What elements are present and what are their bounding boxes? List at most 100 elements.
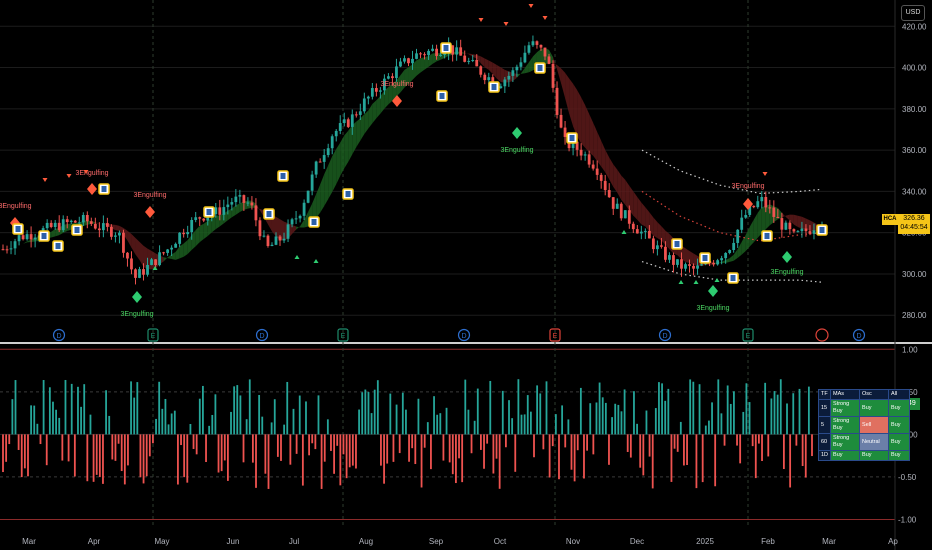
candle-body [672,255,675,265]
ribbon-segment [324,165,329,207]
candle-body [222,207,226,215]
candle-body [784,222,788,230]
candle-body [206,216,210,221]
bull-signal-label: 3Engulfing [500,147,533,154]
candle-body [387,76,390,79]
osc-bar [336,434,339,446]
osc-bar [42,380,45,435]
currency-button[interactable]: USD [901,5,925,21]
osc-bar [173,410,176,435]
ribbon-segment [625,179,630,211]
ribbon-segment [621,175,626,205]
candle-body [599,174,603,181]
osc-bar [548,434,551,478]
osc-bar [52,401,54,435]
candle-body [354,114,358,116]
time-tick-label: May [154,537,169,546]
ribbon-segment [51,228,56,238]
osc-bar [2,434,4,473]
time-tick-label: Ap [888,537,898,546]
candle-body [13,241,17,249]
candle-body [655,245,659,250]
osc-bar [739,434,742,464]
candle-body [487,77,491,81]
bull-triangle [714,278,720,282]
ribbon-segment [761,205,766,234]
osc-bar [208,425,211,435]
candle-body [198,217,202,219]
osc-bar [414,434,417,465]
osc-bar [367,392,370,435]
ribbon-segment [633,191,638,220]
osc-bar [214,394,217,435]
candle-body [443,52,447,55]
osc-bar [698,384,701,435]
candle-body [431,48,434,51]
candle-body [780,218,784,230]
candle-body [322,155,326,162]
osc-bar [330,434,332,451]
ribbon-segment [239,201,244,212]
osc-bar [270,422,273,435]
candle-body [234,196,238,203]
osc-bar [417,398,420,435]
candle-body [776,216,780,219]
osc-bar [317,395,320,435]
ribbon-segment [488,60,493,74]
candle-body [126,252,129,259]
candle-body [583,154,587,156]
bear-triangle [66,174,72,178]
osc-tick-label: -1.00 [898,515,917,524]
axes: 420.00400.00380.00360.00340.00320.00300.… [22,22,927,546]
candle-body [366,96,370,99]
candle-body [647,230,651,239]
osc-bar [486,434,489,444]
candle-body [619,203,623,219]
candle-body [748,205,752,215]
osc-bar [714,434,717,487]
ribbon-segment [617,169,622,200]
dividend-marker [457,328,471,342]
candle-body [65,219,69,223]
candle-body [676,259,679,265]
candle-body [374,88,378,92]
osc-bar [348,434,351,468]
osc-bar [283,424,286,435]
candle-body [290,219,294,225]
osc-bar [520,414,523,435]
osc-bar [526,395,529,435]
osc-bar [761,434,763,462]
osc-bar [167,424,170,435]
last-price: 326.36 [903,215,925,222]
candle-body [611,197,615,209]
pattern-badge-glyph [345,191,351,197]
ribbon-segment [777,208,782,220]
candle-body [479,66,483,75]
ribbon-segment [733,249,738,261]
pattern-badge-glyph [674,241,680,247]
ribbon-segment [785,214,790,221]
candle-body [395,66,398,79]
osc-bar [436,414,439,435]
pattern-badge-glyph [280,173,286,179]
ribbon-segment [183,240,188,257]
osc-bar [748,402,751,435]
osc-bar [242,434,245,463]
candle-body [382,78,386,91]
time-tick-label: Jun [227,537,240,546]
event-marker-label: D [56,333,61,340]
ribbon-segment [428,53,433,67]
osc-bar [155,418,157,435]
time-tick-label: Nov [566,537,580,546]
osc-bar [11,399,14,435]
osc-bar [245,419,248,435]
osc-bar [320,434,323,489]
ribbon-segment [187,235,192,255]
candle-body [69,220,73,223]
price-tick-label: 360.00 [902,146,927,155]
ribbon-segment [139,241,144,268]
osc-bar [420,434,423,488]
time-tick-label: Sep [429,537,444,546]
osc-bar [142,434,145,484]
